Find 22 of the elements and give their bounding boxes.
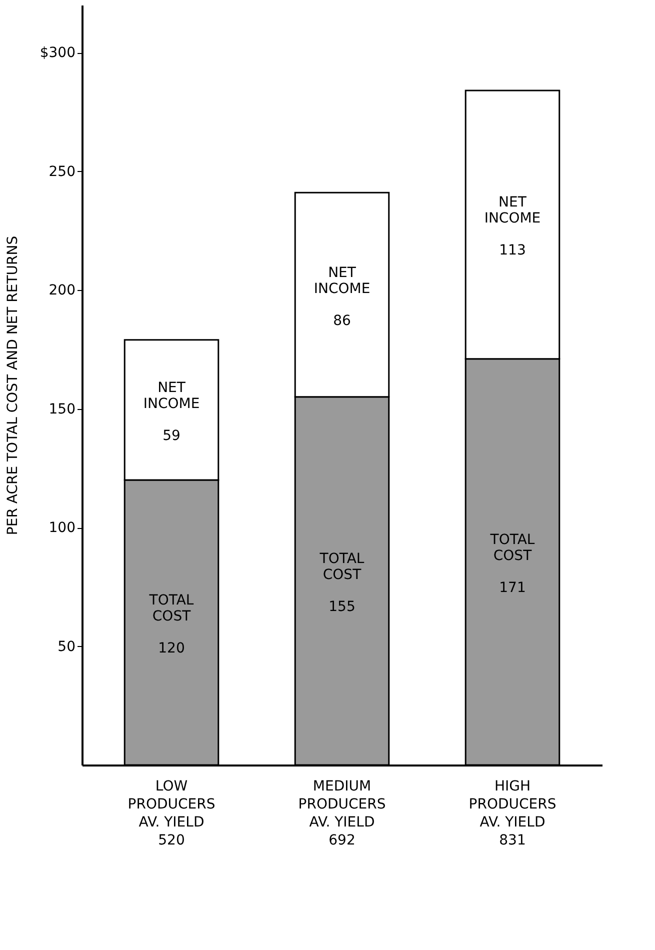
y-axis-title: PER ACRE TOTAL COST AND NET RETURNS bbox=[4, 236, 21, 536]
text: NET INCOME bbox=[484, 194, 541, 227]
x-tick-label: LOW PRODUCERS AV. YIELD 520 bbox=[128, 778, 216, 848]
data-label: 171 bbox=[499, 580, 526, 596]
y-tick-label: 250 bbox=[48, 164, 76, 180]
x-tick-label: MEDIUM PRODUCERS AV. YIELD 692 bbox=[298, 778, 386, 848]
x-tick-label: HIGH PRODUCERS AV. YIELD 831 bbox=[468, 778, 556, 848]
y-tick-label: 100 bbox=[48, 520, 76, 536]
data-label: 120 bbox=[158, 640, 185, 656]
data-label: 86 bbox=[333, 312, 351, 329]
y-tick-label: 200 bbox=[48, 282, 76, 298]
data-label: 155 bbox=[328, 598, 356, 615]
data-label: 113 bbox=[499, 242, 526, 259]
y-tick-label: 50 bbox=[58, 638, 76, 655]
series-label: TOTAL COST bbox=[489, 532, 535, 564]
data-label: 59 bbox=[162, 428, 180, 444]
series-label: NET INCOME bbox=[314, 264, 370, 297]
y-tick-label: $300 bbox=[40, 45, 76, 61]
y-tick-label: 150 bbox=[48, 401, 76, 418]
text: TOTAL COST bbox=[149, 592, 194, 624]
text: TOTAL COST bbox=[320, 550, 364, 583]
text: NET INCOME bbox=[143, 380, 200, 412]
